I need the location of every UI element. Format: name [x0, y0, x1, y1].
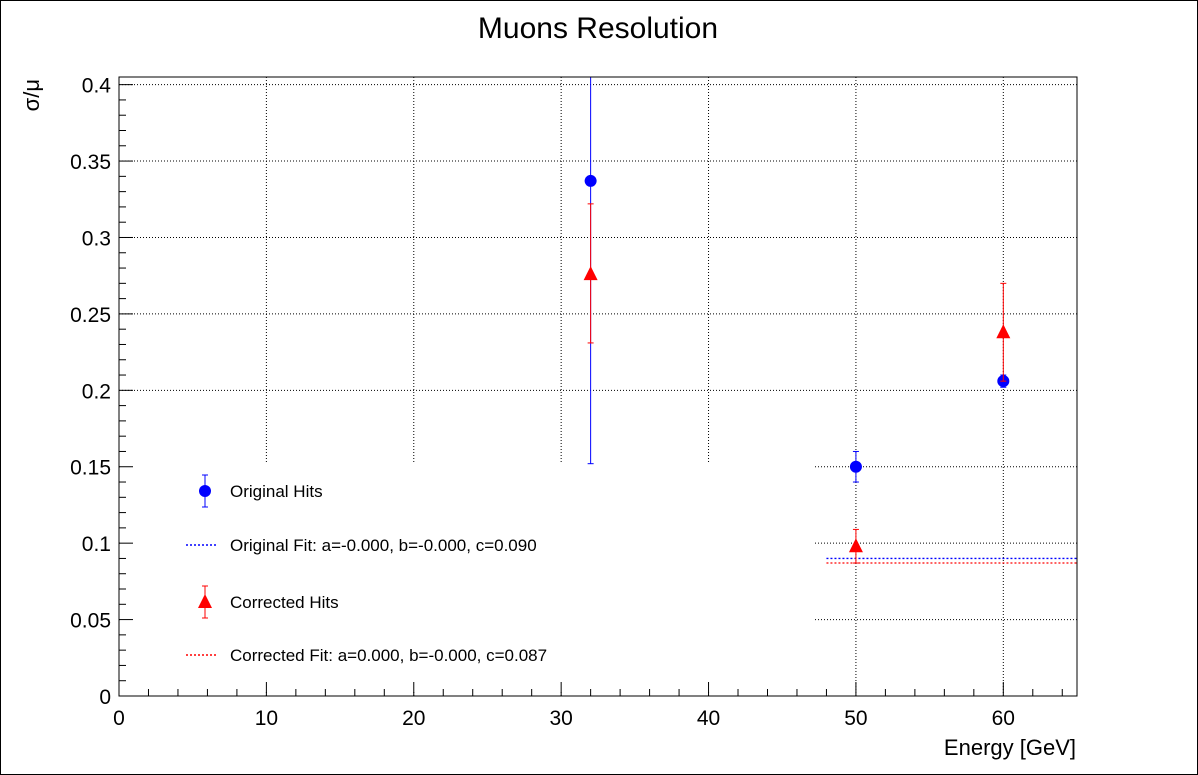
triangle-marker [996, 324, 1011, 339]
legend-label: Original Fit: a=-0.000, b=-0.000, c=0.09… [230, 536, 537, 555]
y-tick-label: 0.4 [82, 75, 112, 98]
triangle-marker [848, 538, 863, 553]
chart-title: Muons Resolution [478, 12, 718, 45]
y-tick-label: 0.35 [70, 151, 111, 174]
y-tick-label: 0.3 [82, 227, 111, 250]
x-axis-label: Energy [GeV] [944, 735, 1076, 760]
y-tick-label: 0.2 [82, 380, 111, 403]
x-tick-label: 40 [697, 707, 720, 730]
y-axis-label: σ/μ [19, 79, 44, 111]
legend-label: Corrected Fit: a=0.000, b=-0.000, c=0.08… [230, 646, 547, 665]
circle-marker [849, 460, 862, 473]
legend-label: Corrected Hits [230, 593, 339, 612]
circle-marker [199, 485, 211, 497]
fit-lines [826, 557, 1077, 564]
triangle-marker [198, 594, 212, 608]
legend-background [121, 463, 814, 691]
x-tick-label: 30 [549, 707, 572, 730]
legend-box [121, 463, 814, 691]
legend-entry: Corrected Hits [198, 585, 339, 619]
legend-label: Original Hits [230, 482, 323, 501]
legend-entry: Original Fit: a=-0.000, b=-0.000, c=0.09… [186, 536, 537, 555]
circle-marker [584, 174, 597, 187]
y-tick-label: 0.25 [70, 304, 111, 327]
y-tick-label: 0 [99, 686, 111, 709]
x-tick-label: 10 [255, 707, 278, 730]
x-tick-label: 60 [992, 707, 1015, 730]
x-tick-label: 0 [113, 707, 125, 730]
legend-entry: Original Hits [199, 474, 323, 508]
x-tick-label: 50 [844, 707, 867, 730]
y-tick-label: 0.1 [82, 533, 111, 556]
triangle-marker [583, 266, 598, 281]
legend-entry: Corrected Fit: a=0.000, b=-0.000, c=0.08… [186, 646, 547, 665]
data-points [583, 77, 1011, 564]
y-tick-label: 0.15 [70, 457, 111, 480]
x-tick-label: 20 [402, 707, 425, 730]
y-tick-label: 0.05 [70, 610, 111, 633]
plot-frame [118, 76, 1078, 697]
axes: 0 10 20 30 40 50 60 0 0.05 0.1 0.15 0.2 0.25 0.3 0.35 0… [70, 75, 1078, 730]
legend: Original Hits Original Fit: a=-0.000, b=-… [186, 474, 547, 665]
